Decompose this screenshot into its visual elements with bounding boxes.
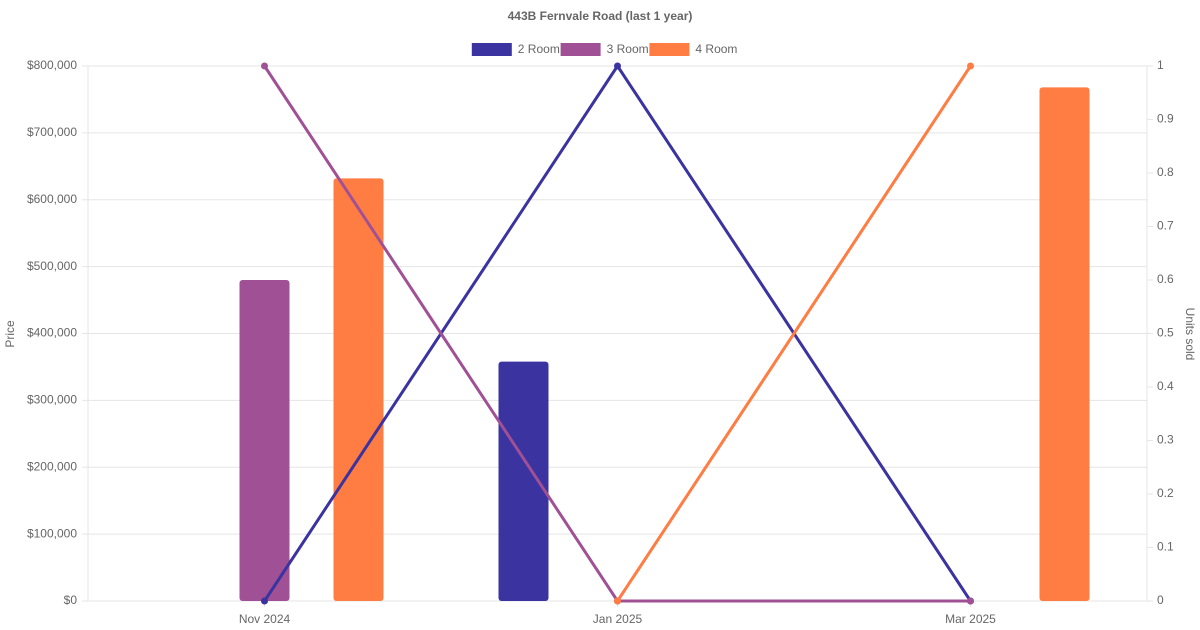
legend-swatch[interactable] [560,43,601,56]
y2-tick-label: 0.9 [1157,112,1174,126]
y2-tick-label: 0.1 [1157,540,1174,554]
y2-tick-label: 0.6 [1157,272,1174,286]
legend-label[interactable]: 2 Room [518,42,560,56]
y2-tick-label: 0.8 [1157,165,1174,179]
y-tick-label: $300,000 [27,393,77,407]
point [967,597,974,605]
point [614,597,621,605]
y-tick-label: $600,000 [27,192,77,206]
y-tick-label: $500,000 [27,259,77,273]
y2-tick-label: 0.7 [1157,219,1174,233]
x-tick-label: Jan 2025 [593,612,643,626]
y2-tick-label: 0 [1157,593,1164,607]
point [261,597,268,605]
y2-tick-label: 0.4 [1157,379,1174,393]
y-tick-label: $0 [64,593,78,607]
bar [1039,87,1090,601]
y-axis-title: Price [3,320,17,348]
x-tick-label: Mar 2025 [945,612,996,626]
y2-tick-label: 1 [1157,58,1164,72]
legend-swatch[interactable] [471,43,512,56]
y-tick-label: $200,000 [27,459,77,473]
point [967,62,974,70]
point [261,62,268,70]
legend-swatch[interactable] [649,43,690,56]
y2-tick-label: 0.2 [1157,486,1174,500]
legend-label[interactable]: 4 Room [695,42,737,56]
y2-tick-label: 0.5 [1157,326,1174,340]
y-tick-label: $100,000 [27,526,77,540]
chart-title: 443B Fernvale Road (last 1 year) [508,9,693,23]
bar [333,178,384,601]
y2-axis-title: Units sold [1183,308,1197,361]
bar [239,280,290,601]
y-tick-label: $700,000 [27,125,77,139]
x-tick-label: Nov 2024 [239,612,291,626]
y-tick-label: $800,000 [27,58,77,72]
legend-label[interactable]: 3 Room [607,42,649,56]
bar [498,361,549,601]
line [616,65,972,602]
y2-tick-label: 0.3 [1157,433,1174,447]
y-tick-label: $400,000 [27,326,77,340]
point [614,62,621,70]
